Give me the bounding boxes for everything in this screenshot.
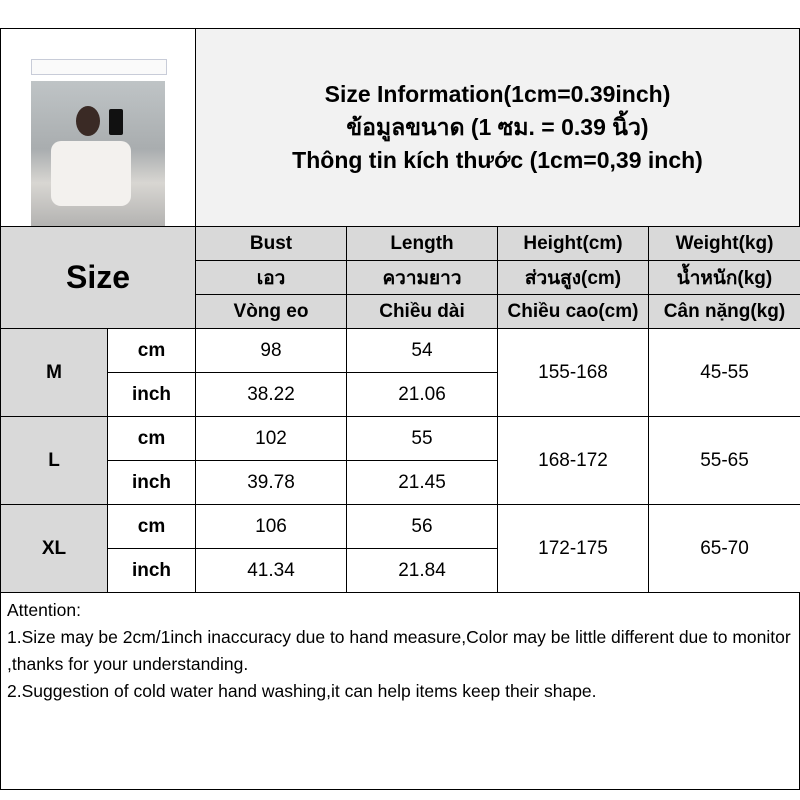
unit-label: inch	[107, 460, 196, 505]
column-header-en: Height(cm)	[497, 226, 649, 261]
bust-inch: 39.78	[195, 460, 347, 505]
unit-label: inch	[107, 548, 196, 593]
size-header: Size	[0, 226, 196, 329]
height-range: 168-172	[497, 416, 649, 505]
column-header-vi: Chiều cao(cm)	[497, 294, 649, 329]
height-range: 155-168	[497, 328, 649, 417]
bust-inch: 38.22	[195, 372, 347, 417]
brand-logo	[31, 59, 167, 75]
weight-range: 65-70	[648, 504, 800, 593]
column-header-th: น้ำหนัก(kg)	[648, 260, 800, 295]
column-header-th: ความยาว	[346, 260, 498, 295]
bust-cm: 98	[195, 328, 347, 373]
weight-range: 45-55	[648, 328, 800, 417]
column-header-vi: Vòng eo	[195, 294, 347, 329]
chart-title: Size Information(1cm=0.39inch) ข้อมูลขนา…	[195, 28, 800, 227]
note-line: Attention:	[7, 600, 81, 620]
bust-inch: 41.34	[195, 548, 347, 593]
length-cm: 55	[346, 416, 498, 461]
weight-range: 55-65	[648, 416, 800, 505]
attention-notes: Attention: 1.Size may be 2cm/1inch inaccu…	[0, 592, 800, 790]
column-header-th: เอว	[195, 260, 347, 295]
product-photo	[31, 81, 165, 251]
length-cm: 56	[346, 504, 498, 549]
unit-label: cm	[107, 328, 196, 373]
column-header-vi: Chiều dài	[346, 294, 498, 329]
note-line: 1.Size may be 2cm/1inch inaccuracy due t…	[7, 627, 791, 674]
length-inch: 21.45	[346, 460, 498, 505]
column-header-th: ส่วนสูง(cm)	[497, 260, 649, 295]
title-en: Size Information(1cm=0.39inch)	[324, 81, 671, 107]
column-header-vi: Cân nặng(kg)	[648, 294, 800, 329]
unit-label: inch	[107, 372, 196, 417]
title-th: ข้อมูลขนาด (1 ซม. = 0.39 นิ้ว)	[346, 114, 649, 140]
column-header-en: Weight(kg)	[648, 226, 800, 261]
unit-label: cm	[107, 504, 196, 549]
title-vi: Thông tin kích thước (1cm=0,39 inch)	[292, 147, 703, 173]
size-label: L	[0, 416, 108, 505]
column-header-en: Bust	[195, 226, 347, 261]
length-inch: 21.84	[346, 548, 498, 593]
note-line: 2.Suggestion of cold water hand washing,…	[7, 681, 597, 701]
size-label: M	[0, 328, 108, 417]
unit-label: cm	[107, 416, 196, 461]
length-cm: 54	[346, 328, 498, 373]
height-range: 172-175	[497, 504, 649, 593]
product-photo-cell	[0, 28, 196, 251]
size-label: XL	[0, 504, 108, 593]
length-inch: 21.06	[346, 372, 498, 417]
column-header-en: Length	[346, 226, 498, 261]
bust-cm: 102	[195, 416, 347, 461]
bust-cm: 106	[195, 504, 347, 549]
